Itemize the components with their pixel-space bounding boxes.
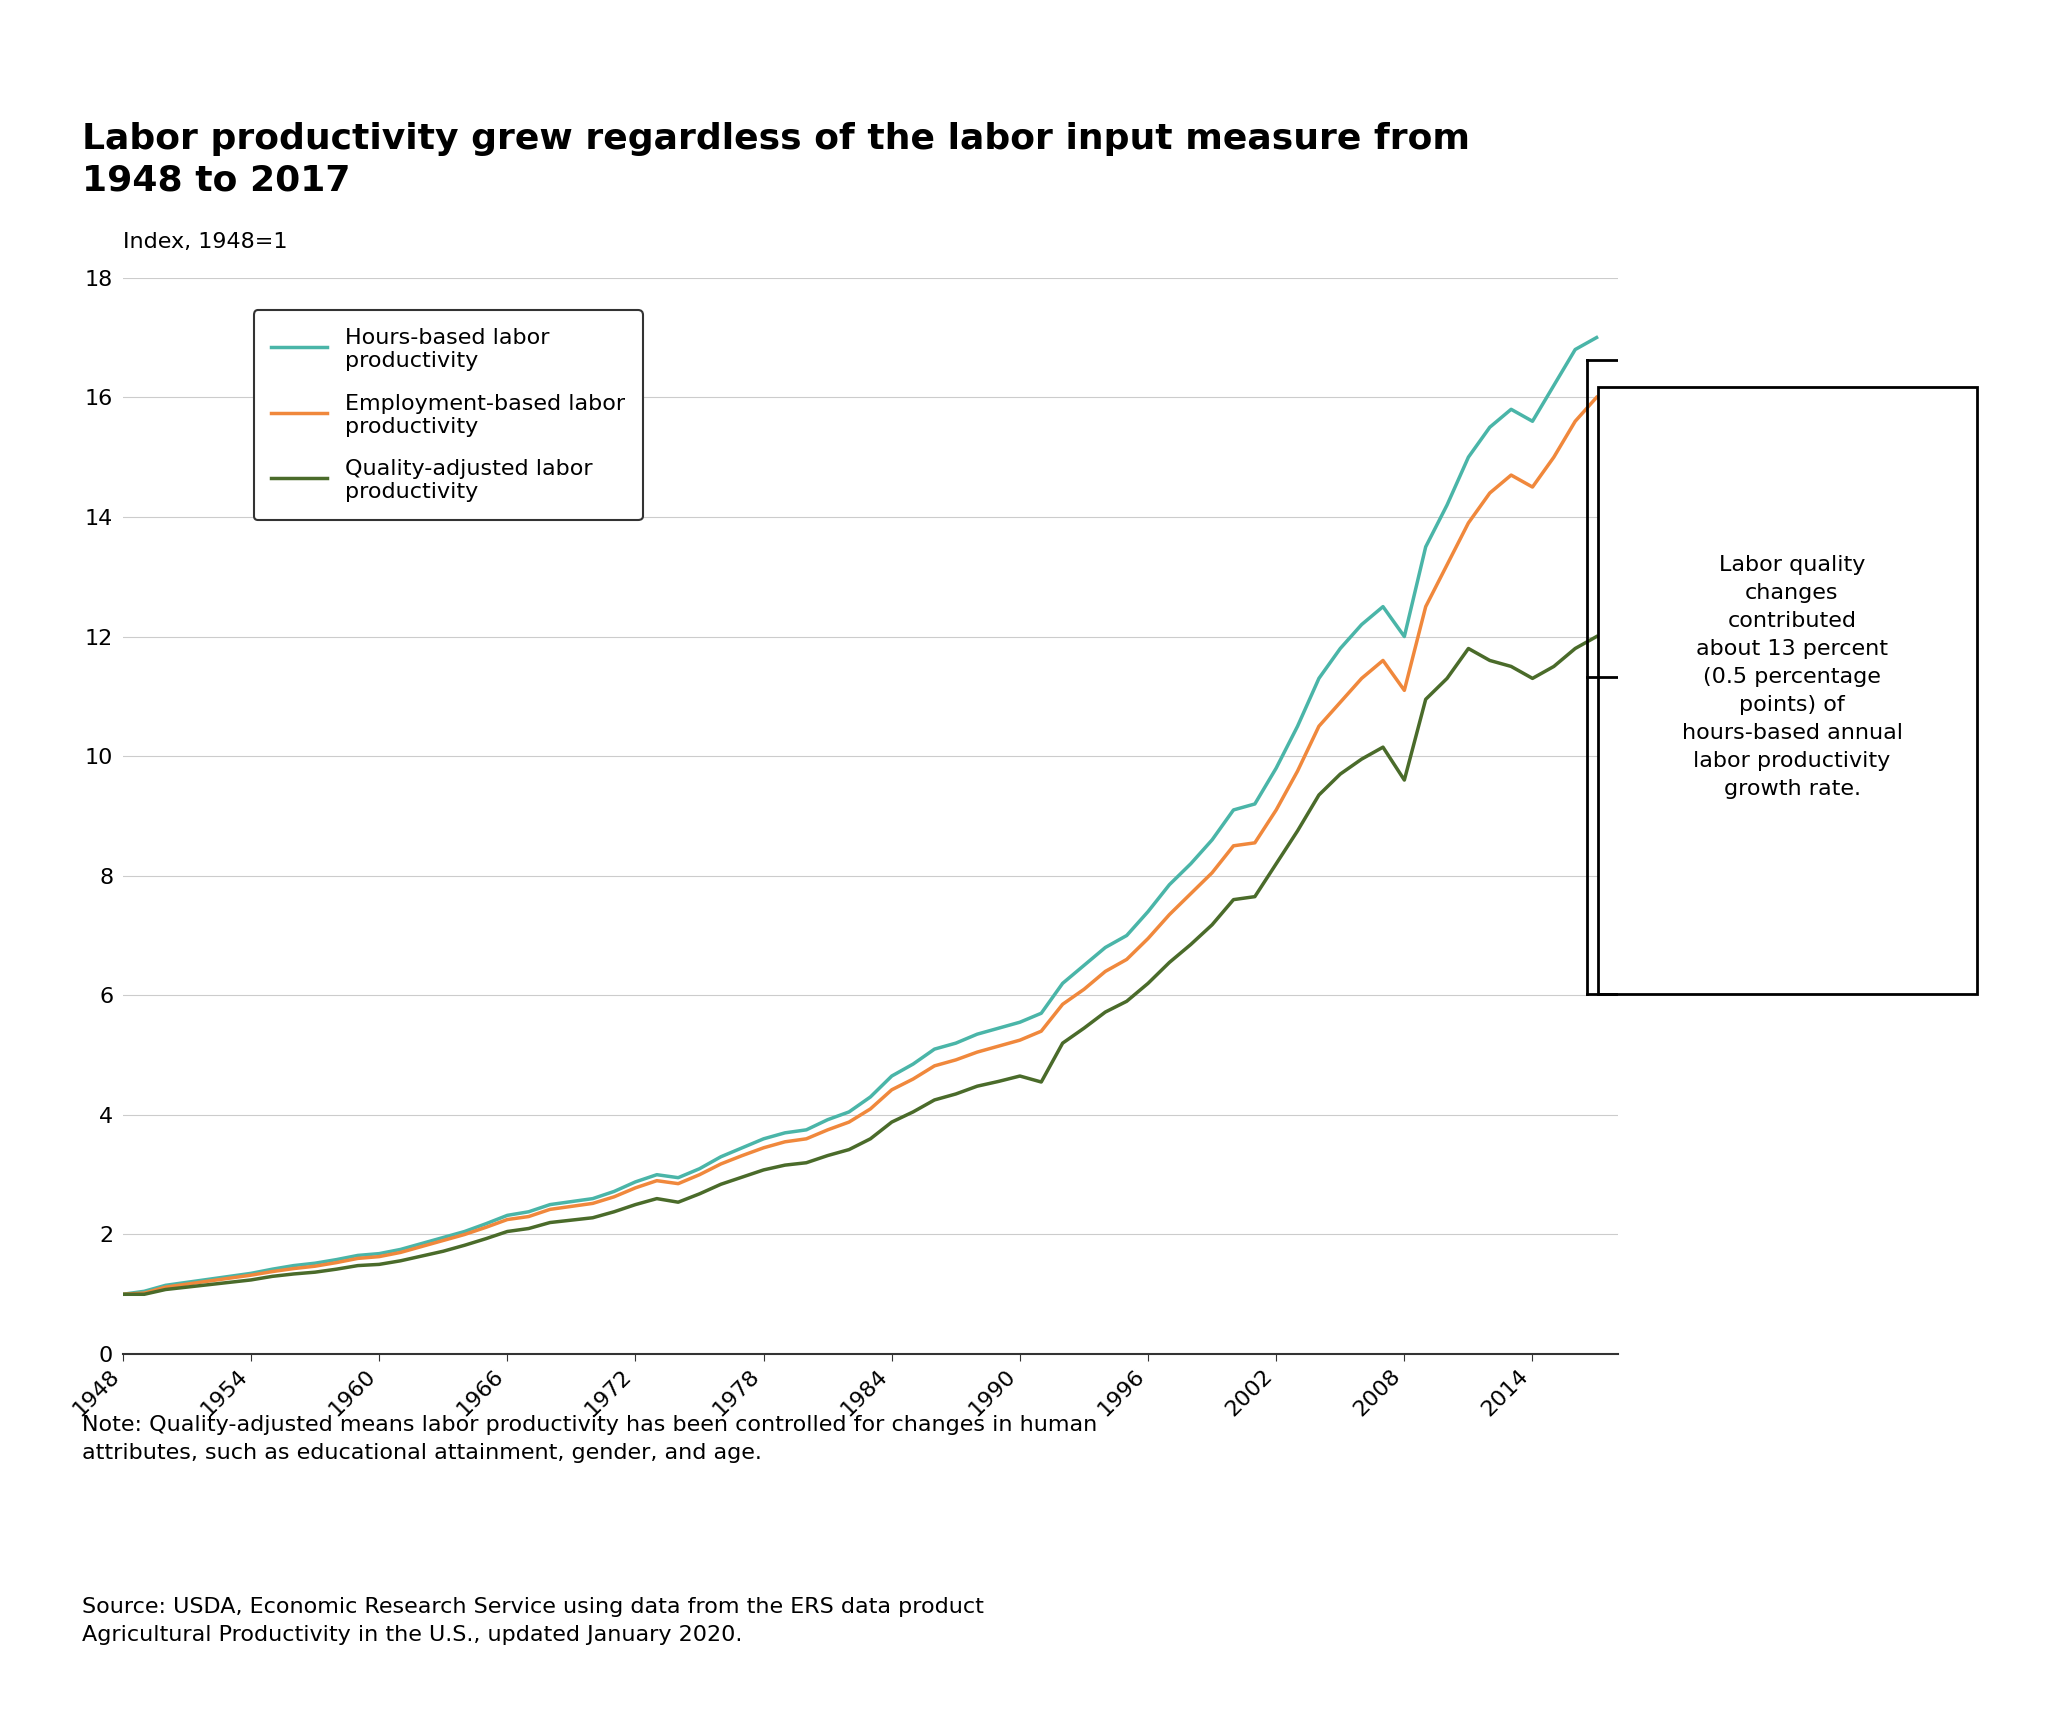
Text: Source: USDA, Economic Research Service using data from the ERS data product
Agr: Source: USDA, Economic Research Service … xyxy=(82,1597,983,1646)
Text: Labor quality
changes
contributed
about 13 percent
(0.5 percentage
points) of
ho: Labor quality changes contributed about … xyxy=(1681,556,1903,799)
Legend: Hours-based labor
productivity, Employment-based labor
productivity, Quality-adj: Hours-based labor productivity, Employme… xyxy=(254,311,643,521)
FancyBboxPatch shape xyxy=(1597,387,1976,993)
Text: Index, 1948=1: Index, 1948=1 xyxy=(123,231,287,252)
Text: Labor productivity grew regardless of the labor input measure from
1948 to 2017: Labor productivity grew regardless of th… xyxy=(82,122,1470,198)
Text: Note: Quality-adjusted means labor productivity has been controlled for changes : Note: Quality-adjusted means labor produ… xyxy=(82,1415,1098,1463)
